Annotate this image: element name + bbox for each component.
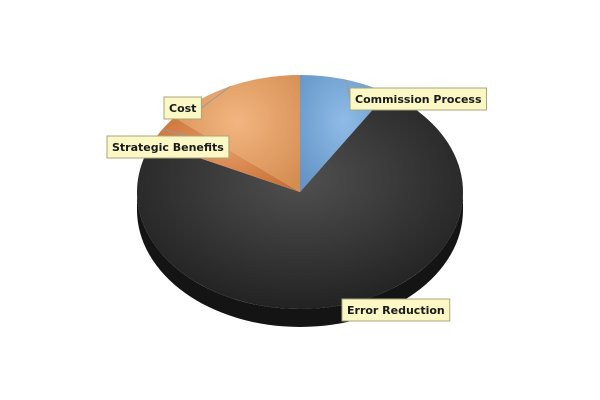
pie-leader-cost xyxy=(201,85,231,109)
pie-label-commission-process xyxy=(349,87,488,111)
pie-label-error-reduction-text: Error Reduction xyxy=(347,304,445,317)
pie-labels: Commission Process Error Reduction Strateg… xyxy=(106,79,488,322)
pie-label-strategic-benefits-text: Strategic Benefits xyxy=(112,141,224,154)
pie-label-error-reduction xyxy=(341,298,451,322)
pie-label-strategic-benefits xyxy=(106,135,230,159)
pie-slice-error-reduction xyxy=(137,93,463,310)
pie-label-cost xyxy=(163,96,202,120)
pie-label-commission-process-text: Commission Process xyxy=(355,93,482,106)
pie-label-cost-text: Cost xyxy=(169,102,196,115)
pie-leader-commission-process xyxy=(344,79,351,100)
